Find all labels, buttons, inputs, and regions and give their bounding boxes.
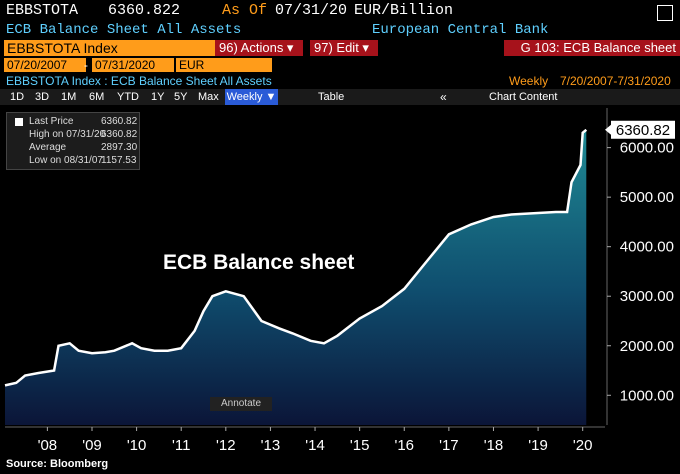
frequency: Weekly (509, 74, 549, 88)
x-tick-label: '17 (439, 437, 459, 454)
description: ECB Balance Sheet All Assets (6, 22, 242, 38)
legend-value: 1157.53 (101, 155, 137, 166)
y-tick-label: 5000.00 (620, 189, 674, 206)
y-tick-label: 4000.00 (620, 239, 674, 256)
x-tick-label: '18 (484, 437, 504, 454)
legend-label: Last Price (29, 116, 74, 127)
last-value-label: 6360.82 (616, 122, 670, 139)
x-tick-label: '20 (573, 437, 593, 454)
as-of-date: 07/31/20 (275, 2, 348, 19)
x-tick-label: '14 (305, 437, 325, 454)
edit-button[interactable]: 97) Edit ▾ (310, 40, 378, 56)
legend-value: 2897.30 (101, 142, 138, 153)
x-tick-label: '16 (394, 437, 414, 454)
as-of-label: As Of (222, 2, 268, 19)
period-button[interactable]: 1M (61, 91, 77, 103)
x-tick-label: '13 (261, 437, 281, 454)
x-tick-label: '10 (127, 437, 147, 454)
currency[interactable]: EUR (176, 58, 272, 72)
period-button[interactable]: 5Y (174, 91, 188, 103)
y-tick-label: 6000.00 (620, 140, 674, 157)
line (4, 128, 588, 387)
nav-button[interactable]: « (440, 90, 447, 104)
start-date[interactable]: 07/20/2007 (4, 58, 86, 72)
period-button[interactable]: YTD (117, 91, 139, 103)
frequency-button[interactable]: Weekly ▼ (225, 89, 278, 105)
x-tick-label: '19 (528, 437, 548, 454)
annotation: ECB Balance sheet (163, 251, 354, 274)
y-tick-label: 2000.00 (620, 338, 674, 355)
legend: Last Price 6360.82 High on 07/31/20 6360.82… (6, 112, 140, 170)
legend-swatch (15, 118, 23, 126)
x-tick-label: '09 (82, 437, 102, 454)
y-tick-label: 1000.00 (620, 387, 674, 404)
legend-label: Average (29, 142, 67, 153)
legend-value: 6360.82 (101, 129, 138, 140)
security-box[interactable]: EBBSTOTA Index (4, 40, 215, 56)
annotate-button[interactable]: Annotate (210, 397, 272, 411)
y-tick-label: 3000.00 (620, 288, 674, 305)
period-button[interactable]: Max (198, 91, 219, 103)
x-tick-label: '08 (38, 437, 58, 454)
price: 6360.822 (108, 2, 181, 19)
x-tick-label: '11 (172, 437, 190, 454)
x-tick-label: '15 (350, 437, 370, 454)
unit: EUR/Billion (354, 2, 454, 19)
x-tick-label: '12 (216, 437, 236, 454)
source-name: European Central Bank (372, 22, 549, 38)
period-button[interactable]: 3D (35, 91, 50, 103)
page-button[interactable]: G 103: ECB Balance sheet (504, 40, 680, 56)
table-button[interactable]: Table (318, 91, 345, 103)
legend-label: Low on 08/31/07 (29, 155, 103, 166)
legend-value: 6360.82 (101, 116, 138, 127)
footer: Source: Bloomberg (6, 458, 109, 470)
date-range: 7/20/2007-7/31/2020 (560, 74, 671, 88)
period-button[interactable]: 1D (10, 91, 25, 103)
ticker: EBBSTOTA (6, 2, 79, 19)
period-bar: Weekly ▼ Table Chart Content 1D 3D 1M 6M YTD… (0, 89, 680, 105)
header-row: EBBSTOTA 6360.822 As Of 07/31/20 EUR/Bil… (0, 2, 680, 22)
chart-title: EBBSTOTA Index : ECB Balance Sheet All A… (6, 74, 272, 88)
period-button[interactable]: 1Y (151, 91, 165, 103)
last-value-box (611, 120, 675, 139)
last-value-pointer (605, 124, 611, 135)
chart-content-button[interactable]: Chart Content (489, 91, 558, 103)
end-date[interactable]: 07/31/2020 (92, 58, 174, 72)
popout-icon[interactable] (657, 5, 673, 21)
period-button[interactable]: 6M (89, 91, 105, 103)
legend-label: High on 07/31/20 (29, 129, 106, 140)
toolbar-row: EBBSTOTA Index 96) Actions ▾ 97) Edit ▾ … (0, 40, 680, 57)
actions-button[interactable]: 96) Actions ▾ (215, 40, 303, 56)
